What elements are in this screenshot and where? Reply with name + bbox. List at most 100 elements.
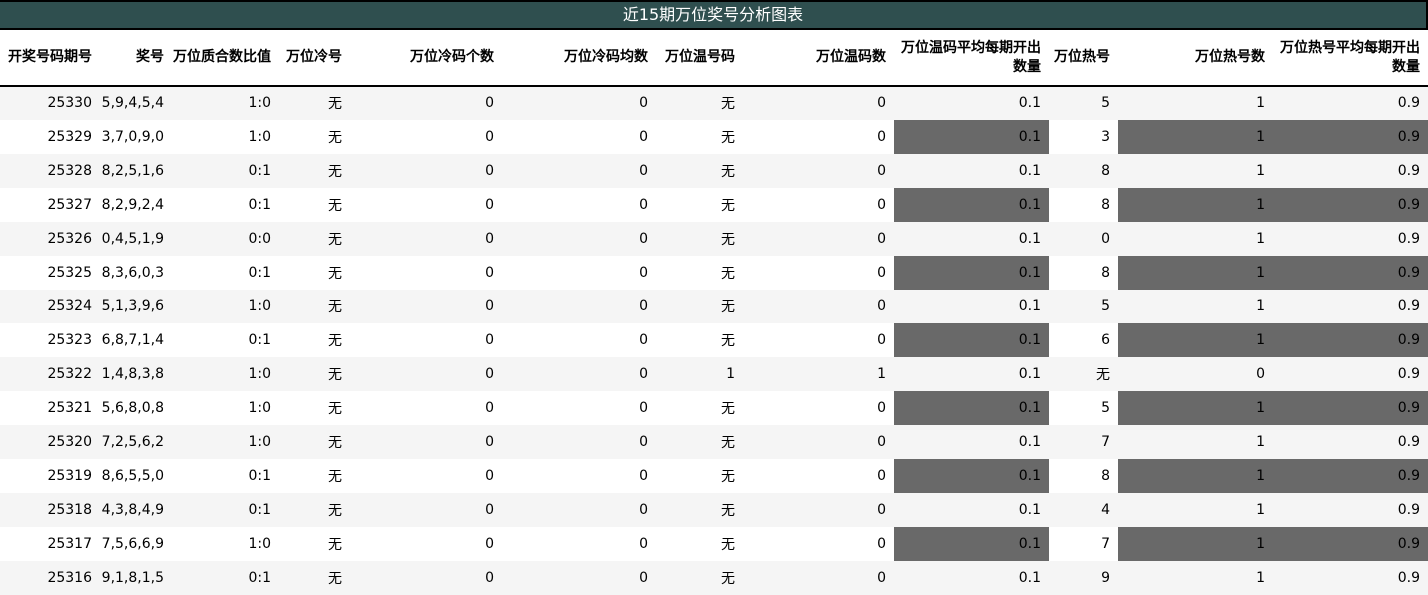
cell-hot-number: 5 — [1049, 391, 1118, 426]
table-row: 25325 8,3,6,0,3 0:1 无 0 0 无 0 0.1 8 1 0.9 — [0, 255, 1428, 290]
cell-prime-composite-ratio: 1:0 — [172, 119, 279, 154]
column-header-warm-number: 万位温号码 — [656, 30, 743, 87]
cell-warm-count: 0 — [743, 391, 894, 426]
cell-hot-count: 1 — [1118, 86, 1273, 120]
cell-period: 25330 — [0, 86, 100, 120]
table-row: 25329 3,7,0,9,0 1:0 无 0 0 无 0 0.1 3 1 0.9 — [0, 119, 1428, 154]
cell-warm-avg-per-period: 0.1 — [894, 357, 1049, 392]
cell-hot-avg-per-period: 0.9 — [1273, 493, 1428, 527]
cell-cold-average: 0 — [502, 526, 656, 561]
cell-hot-avg-per-period: 0.9 — [1273, 86, 1428, 120]
column-header-period: 开奖号码期号 — [0, 30, 100, 87]
cell-hot-number: 9 — [1049, 560, 1118, 595]
cell-cold-average: 0 — [502, 425, 656, 460]
cell-prime-composite-ratio: 0:1 — [172, 255, 279, 290]
cell-hot-avg-per-period: 0.9 — [1273, 391, 1428, 426]
cell-period: 25319 — [0, 459, 100, 494]
cell-hot-number: 8 — [1049, 187, 1118, 222]
header-row: 开奖号码期号 奖号 万位质合数比值 万位冷号 万位冷码个数 万位冷码均数 万位温… — [0, 30, 1428, 87]
cell-period: 25316 — [0, 560, 100, 595]
cell-warm-count: 0 — [743, 255, 894, 290]
cell-warm-count: 0 — [743, 153, 894, 188]
cell-warm-count: 0 — [743, 425, 894, 460]
cell-period: 25321 — [0, 391, 100, 426]
cell-hot-count: 0 — [1118, 357, 1273, 392]
cell-prime-composite-ratio: 1:0 — [172, 289, 279, 324]
cell-warm-number: 1 — [656, 357, 743, 392]
cell-period: 25329 — [0, 119, 100, 154]
cell-cold-average: 0 — [502, 323, 656, 358]
cell-warm-avg-per-period: 0.1 — [894, 323, 1049, 358]
cell-warm-count: 0 — [743, 221, 894, 256]
cell-cold-number: 无 — [279, 493, 350, 527]
cell-warm-avg-per-period: 0.1 — [894, 255, 1049, 290]
cell-period: 25325 — [0, 255, 100, 290]
cell-warm-count: 0 — [743, 289, 894, 324]
cell-cold-average: 0 — [502, 357, 656, 392]
cell-hot-avg-per-period: 0.9 — [1273, 357, 1428, 392]
cell-warm-avg-per-period: 0.1 — [894, 560, 1049, 595]
column-header-warm-avg-per-period: 万位温码平均每期开出数量 — [894, 30, 1049, 87]
cell-warm-avg-per-period: 0.1 — [894, 153, 1049, 188]
cell-warm-avg-per-period: 0.1 — [894, 86, 1049, 120]
table-row: 25319 8,6,5,5,0 0:1 无 0 0 无 0 0.1 8 1 0.9 — [0, 459, 1428, 494]
cell-hot-avg-per-period: 0.9 — [1273, 119, 1428, 154]
cell-numbers: 8,2,9,2,4 — [100, 187, 172, 222]
cell-hot-count: 1 — [1118, 391, 1273, 426]
cell-numbers: 5,6,8,0,8 — [100, 391, 172, 426]
cell-hot-number: 7 — [1049, 526, 1118, 561]
cell-warm-count: 0 — [743, 493, 894, 527]
cell-warm-count: 0 — [743, 187, 894, 222]
cell-period: 25328 — [0, 153, 100, 188]
table-row: 25326 0,4,5,1,9 0:0 无 0 0 无 0 0.1 0 1 0.9 — [0, 221, 1428, 256]
cell-warm-count: 0 — [743, 86, 894, 120]
cell-cold-number: 无 — [279, 86, 350, 120]
cell-cold-count: 0 — [350, 391, 502, 426]
cell-hot-avg-per-period: 0.9 — [1273, 323, 1428, 358]
cell-cold-count: 0 — [350, 221, 502, 256]
cell-cold-average: 0 — [502, 187, 656, 222]
cell-numbers: 4,3,8,4,9 — [100, 493, 172, 527]
cell-hot-number: 4 — [1049, 493, 1118, 527]
cell-warm-avg-per-period: 0.1 — [894, 493, 1049, 527]
cell-cold-number: 无 — [279, 391, 350, 426]
cell-warm-number: 无 — [656, 560, 743, 595]
cell-hot-number: 8 — [1049, 153, 1118, 188]
cell-period: 25323 — [0, 323, 100, 358]
cell-hot-number: 3 — [1049, 119, 1118, 154]
cell-hot-count: 1 — [1118, 459, 1273, 494]
cell-period: 25326 — [0, 221, 100, 256]
cell-cold-number: 无 — [279, 425, 350, 460]
cell-warm-count: 1 — [743, 357, 894, 392]
cell-hot-number: 7 — [1049, 425, 1118, 460]
cell-prime-composite-ratio: 1:0 — [172, 357, 279, 392]
cell-cold-count: 0 — [350, 153, 502, 188]
cell-period: 25320 — [0, 425, 100, 460]
cell-warm-number: 无 — [656, 153, 743, 188]
cell-cold-number: 无 — [279, 255, 350, 290]
cell-warm-number: 无 — [656, 391, 743, 426]
table-row: 25321 5,6,8,0,8 1:0 无 0 0 无 0 0.1 5 1 0.9 — [0, 391, 1428, 426]
cell-cold-count: 0 — [350, 459, 502, 494]
cell-cold-number: 无 — [279, 153, 350, 188]
cell-cold-average: 0 — [502, 255, 656, 290]
cell-hot-count: 1 — [1118, 323, 1273, 358]
cell-cold-number: 无 — [279, 221, 350, 256]
cell-warm-avg-per-period: 0.1 — [894, 119, 1049, 154]
table-row: 25328 8,2,5,1,6 0:1 无 0 0 无 0 0.1 8 1 0.9 — [0, 153, 1428, 188]
cell-warm-avg-per-period: 0.1 — [894, 391, 1049, 426]
cell-numbers: 6,8,7,1,4 — [100, 323, 172, 358]
column-header-numbers: 奖号 — [100, 30, 172, 87]
cell-prime-composite-ratio: 1:0 — [172, 86, 279, 120]
cell-warm-number: 无 — [656, 493, 743, 527]
cell-cold-count: 0 — [350, 493, 502, 527]
cell-warm-number: 无 — [656, 425, 743, 460]
cell-warm-number: 无 — [656, 221, 743, 256]
cell-cold-count: 0 — [350, 425, 502, 460]
cell-prime-composite-ratio: 0:1 — [172, 493, 279, 527]
cell-cold-number: 无 — [279, 323, 350, 358]
cell-warm-avg-per-period: 0.1 — [894, 187, 1049, 222]
cell-warm-number: 无 — [656, 119, 743, 154]
cell-hot-avg-per-period: 0.9 — [1273, 526, 1428, 561]
table-row: 25330 5,9,4,5,4 1:0 无 0 0 无 0 0.1 5 1 0.9 — [0, 86, 1428, 120]
